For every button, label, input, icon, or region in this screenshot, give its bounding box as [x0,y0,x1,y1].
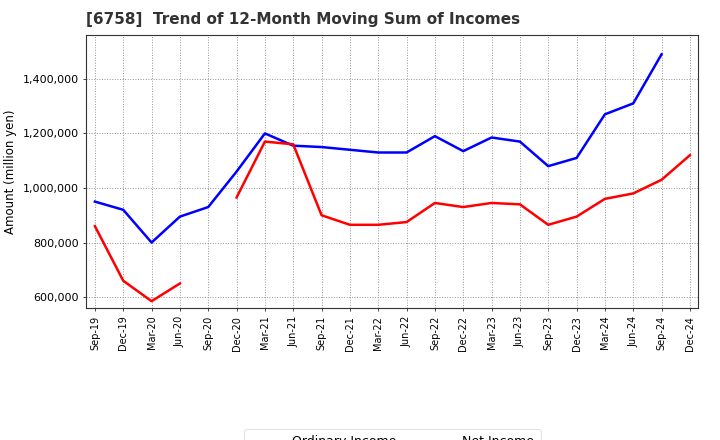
Ordinary Income [402,150,411,155]
Text: [6758]  Trend of 12-Month Moving Sum of Incomes: [6758] Trend of 12-Month Moving Sum of I… [86,12,521,27]
Ordinary Income [431,133,439,139]
Ordinary Income [544,164,552,169]
Net Income [544,222,552,227]
Ordinary Income [91,199,99,204]
Net Income [431,200,439,205]
Line: Ordinary Income: Ordinary Income [95,54,662,242]
Net Income [572,214,581,219]
Ordinary Income [487,135,496,140]
Y-axis label: Amount (million yen): Amount (million yen) [4,110,17,234]
Net Income [402,220,411,225]
Ordinary Income [119,207,127,213]
Ordinary Income [261,131,269,136]
Ordinary Income [657,51,666,57]
Net Income [657,177,666,183]
Net Income [233,195,241,200]
Net Income [261,139,269,144]
Net Income [176,281,184,286]
Net Income [459,205,467,210]
Net Income [148,298,156,304]
Net Income [91,224,99,229]
Net Income [318,213,326,218]
Ordinary Income [204,205,212,210]
Net Income [629,191,637,196]
Ordinary Income [176,214,184,219]
Ordinary Income [629,101,637,106]
Net Income [516,202,524,207]
Net Income [600,196,609,202]
Net Income [119,278,127,283]
Ordinary Income [600,112,609,117]
Ordinary Income [318,144,326,150]
Line: Net Income: Net Income [95,142,690,301]
Legend: Ordinary Income, Net Income: Ordinary Income, Net Income [244,429,541,440]
Ordinary Income [516,139,524,144]
Net Income [685,153,694,158]
Ordinary Income [148,240,156,245]
Ordinary Income [233,169,241,174]
Ordinary Income [289,143,297,148]
Ordinary Income [459,148,467,154]
Net Income [346,222,354,227]
Ordinary Income [374,150,382,155]
Ordinary Income [572,155,581,161]
Net Income [487,200,496,205]
Net Income [374,222,382,227]
Ordinary Income [346,147,354,152]
Net Income [289,142,297,147]
